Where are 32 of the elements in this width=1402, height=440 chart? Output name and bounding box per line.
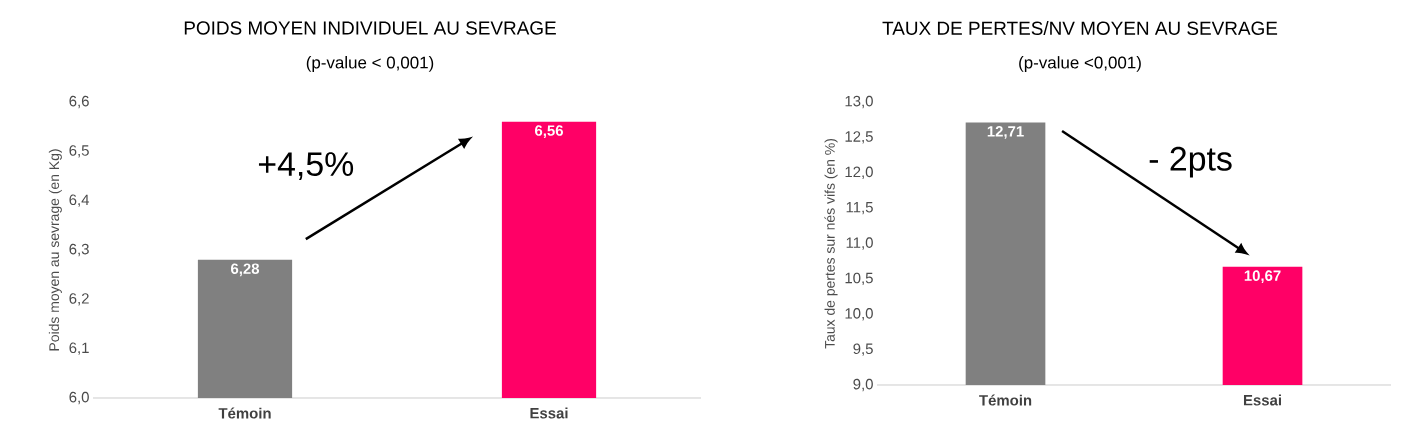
x-tick-label: Témoin <box>218 407 271 419</box>
y-tick-label: 12,0 <box>845 166 873 179</box>
chart-title: POIDS MOYEN INDIVIDUEL AU SEVRAGE <box>184 21 556 35</box>
y-tick-label: 6,5 <box>69 145 89 158</box>
data-label: 12,71 <box>987 126 1024 139</box>
data-label: 6,56 <box>535 125 563 138</box>
chart-subtitle: (p-value <0,001) <box>1019 56 1141 72</box>
chart-subtitle: (p-value < 0,001) <box>306 56 434 72</box>
x-tick-label: Témoin <box>979 394 1032 406</box>
y-tick-label: 10,0 <box>845 308 873 321</box>
y-axis-title: Taux de pertes sur nés vifs (en %) <box>824 138 838 349</box>
data-label: 10,67 <box>1244 270 1281 284</box>
y-tick-label: 10,5 <box>845 272 873 286</box>
data-label: 6,28 <box>231 263 260 277</box>
y-axis-title: Poids moyen au sevrage (en Kg) <box>48 149 62 351</box>
annotation: +4,5% <box>258 152 354 181</box>
y-tick-label: 6,0 <box>69 391 89 405</box>
y-tick-label: 6,1 <box>69 342 89 355</box>
y-tick-label: 6,3 <box>69 243 89 257</box>
annotation: - 2pts <box>1149 146 1232 178</box>
y-tick-label: 12,5 <box>845 131 873 144</box>
y-tick-label: 9,0 <box>853 378 873 392</box>
x-tick-label: Essai <box>1243 394 1281 406</box>
y-tick-label: 13,0 <box>845 95 873 109</box>
y-tick-label: 6,6 <box>69 95 89 109</box>
y-tick-label: 11,5 <box>846 202 873 215</box>
y-tick-label: 11,0 <box>846 237 873 250</box>
x-tick-label: Essai <box>530 407 568 419</box>
y-tick-label: 6,2 <box>69 293 89 306</box>
y-tick-label: 6,4 <box>69 194 90 207</box>
y-tick-label: 9,5 <box>853 343 873 356</box>
chart-title: TAUX DE PERTES/NV MOYEN AU SEVRAGE <box>882 21 1278 35</box>
